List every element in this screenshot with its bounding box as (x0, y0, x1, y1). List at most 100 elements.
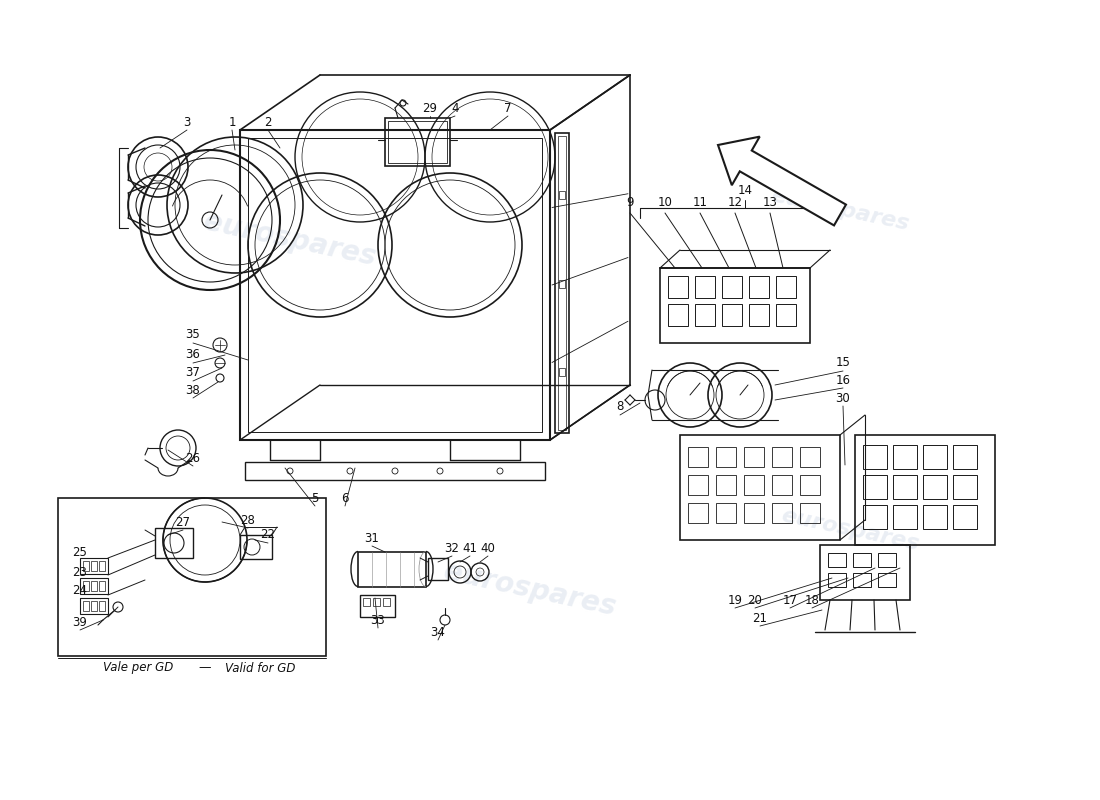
Bar (772, 503, 792, 523)
Text: —: — (199, 662, 211, 674)
Text: 4: 4 (451, 102, 459, 114)
Text: eurospares: eurospares (769, 186, 911, 234)
Bar (776, 304, 796, 326)
Bar (155, 528, 192, 558)
Bar (99, 581, 104, 591)
Bar (559, 368, 565, 376)
Bar (878, 573, 896, 587)
Text: 22: 22 (261, 529, 275, 542)
Text: 5: 5 (311, 491, 319, 505)
Bar (716, 447, 736, 467)
Bar (358, 552, 426, 587)
Bar (722, 304, 742, 326)
Text: 38: 38 (186, 383, 200, 397)
Bar (388, 121, 447, 163)
Text: 36: 36 (186, 349, 200, 362)
Bar (953, 505, 977, 529)
Text: 24: 24 (73, 583, 88, 597)
Text: 35: 35 (186, 329, 200, 342)
Text: 31: 31 (364, 531, 380, 545)
Bar (91, 561, 97, 571)
Bar (893, 445, 917, 469)
Bar (722, 276, 742, 298)
Bar (953, 445, 977, 469)
Bar (80, 558, 108, 574)
Text: 11: 11 (693, 197, 707, 210)
Text: 18: 18 (804, 594, 820, 606)
Text: 32: 32 (444, 542, 460, 554)
Bar (953, 475, 977, 499)
Bar (695, 276, 715, 298)
Bar (80, 578, 108, 594)
Bar (744, 475, 764, 495)
Bar (923, 445, 947, 469)
Text: 16: 16 (836, 374, 850, 386)
Text: 27: 27 (176, 515, 190, 529)
Bar (688, 447, 708, 467)
Text: 37: 37 (186, 366, 200, 379)
Text: 17: 17 (782, 594, 797, 606)
Text: 28: 28 (241, 514, 255, 526)
Text: Valid for GD: Valid for GD (226, 662, 296, 674)
Text: 26: 26 (186, 451, 200, 465)
Bar (800, 447, 820, 467)
Text: eurospares: eurospares (201, 208, 378, 272)
Text: 7: 7 (504, 102, 512, 114)
Bar (864, 505, 887, 529)
Bar (99, 601, 104, 611)
Bar (248, 138, 542, 432)
Bar (749, 276, 769, 298)
Bar (772, 475, 792, 495)
Bar (772, 447, 792, 467)
Bar (744, 447, 764, 467)
Text: Vale per GD: Vale per GD (103, 662, 174, 674)
Bar (855, 435, 996, 545)
Text: 29: 29 (422, 102, 438, 114)
Bar (668, 304, 688, 326)
Bar (864, 475, 887, 499)
Bar (82, 601, 89, 611)
Bar (559, 280, 565, 288)
Polygon shape (718, 137, 846, 226)
Bar (91, 601, 97, 611)
Text: 9: 9 (626, 197, 634, 210)
Text: 12: 12 (727, 197, 742, 210)
Bar (800, 475, 820, 495)
Bar (923, 475, 947, 499)
Bar (360, 595, 395, 617)
Bar (363, 598, 370, 606)
Text: 23: 23 (73, 566, 87, 578)
Text: 14: 14 (737, 183, 752, 197)
Bar (893, 475, 917, 499)
Text: 10: 10 (658, 197, 672, 210)
Text: 41: 41 (462, 542, 477, 554)
Bar (245, 462, 544, 480)
Bar (923, 505, 947, 529)
Text: 2: 2 (264, 115, 272, 129)
Bar (240, 130, 550, 440)
Text: eurospares: eurospares (779, 506, 921, 554)
Bar (776, 276, 796, 298)
Text: 21: 21 (752, 611, 768, 625)
Text: 1: 1 (229, 115, 235, 129)
Bar (558, 136, 566, 430)
Bar (383, 598, 390, 606)
Text: 8: 8 (616, 401, 624, 414)
Bar (556, 133, 569, 433)
Bar (240, 535, 272, 559)
Bar (828, 553, 846, 567)
Bar (828, 573, 846, 587)
Text: eurospares: eurospares (441, 558, 618, 622)
Bar (688, 475, 708, 495)
Bar (716, 475, 736, 495)
Bar (864, 445, 887, 469)
Text: 15: 15 (836, 357, 850, 370)
Bar (680, 435, 840, 540)
Bar (428, 558, 448, 580)
Bar (668, 276, 688, 298)
Text: 19: 19 (727, 594, 742, 606)
Text: 6: 6 (341, 491, 349, 505)
Text: 33: 33 (371, 614, 385, 626)
Bar (99, 561, 104, 571)
Bar (695, 304, 715, 326)
